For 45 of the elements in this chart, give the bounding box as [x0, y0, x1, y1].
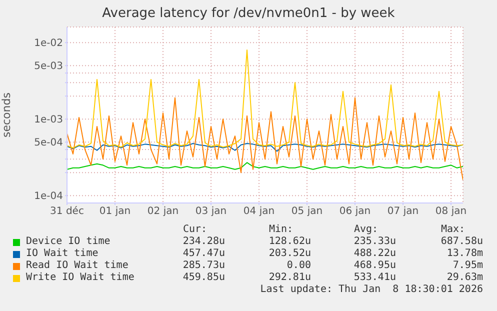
text: Last update: Thu Jan 8 18:30:01 2026	[259, 284, 483, 295]
text: 29.63m	[446, 272, 483, 283]
text: 7.95m	[452, 260, 483, 271]
text: 459.85u	[182, 272, 225, 283]
text: Cur:	[182, 224, 208, 235]
text: 533.41u	[352, 272, 396, 283]
legend-label: Write IO Wait time	[26, 272, 134, 283]
x-tick-label: 05 jan	[291, 206, 323, 218]
x-tick-label: 04 jan	[243, 206, 275, 218]
y-tick-label: 5e-03	[34, 61, 63, 72]
text: Avg:	[352, 224, 380, 235]
text: 292.81u	[268, 272, 311, 283]
text: 13.78m	[446, 248, 483, 259]
legend-label: IO Wait time	[26, 248, 98, 259]
text: 457.47u	[182, 248, 225, 259]
y-tick-label: 1e-04	[34, 191, 63, 202]
chart-title: Average latency for /dev/nvme0n1 - by week	[101, 6, 396, 21]
text: Min:	[268, 224, 294, 235]
text: 488.22u	[352, 248, 396, 259]
x-tick-label: 07 jan	[387, 206, 419, 218]
text: 468.95u	[352, 260, 396, 271]
text: 285.73u	[182, 260, 225, 271]
line-series	[67, 97, 463, 180]
x-tick-label: 31 déc	[50, 206, 84, 218]
line-series	[67, 50, 463, 148]
text: 0.00	[286, 260, 311, 271]
text: 128.62u	[268, 236, 311, 247]
legend-label: Read IO Wait time	[26, 260, 128, 271]
x-tick-label: 02 jan	[147, 206, 179, 218]
y-tick-label: 1e-03	[34, 114, 63, 126]
legend-label: Device IO time	[26, 236, 110, 247]
x-tick-label: 08 jan	[435, 206, 467, 218]
x-tick-label: 03 jan	[195, 206, 227, 218]
line-series	[67, 162, 463, 170]
x-tick-label: 01 jan	[99, 206, 131, 218]
text: 203.52u	[268, 248, 311, 259]
y-axis-title: seconds	[0, 92, 13, 138]
text: 234.28u	[182, 236, 225, 247]
text: Max:	[440, 224, 466, 235]
text: 235.33u	[352, 236, 396, 247]
text: 687.58u	[440, 236, 483, 247]
line-series	[67, 142, 463, 152]
y-tick-label: 1e-02	[34, 38, 63, 50]
y-tick-label: 5e-04	[34, 138, 63, 149]
x-tick-label: 06 jan	[339, 206, 371, 218]
